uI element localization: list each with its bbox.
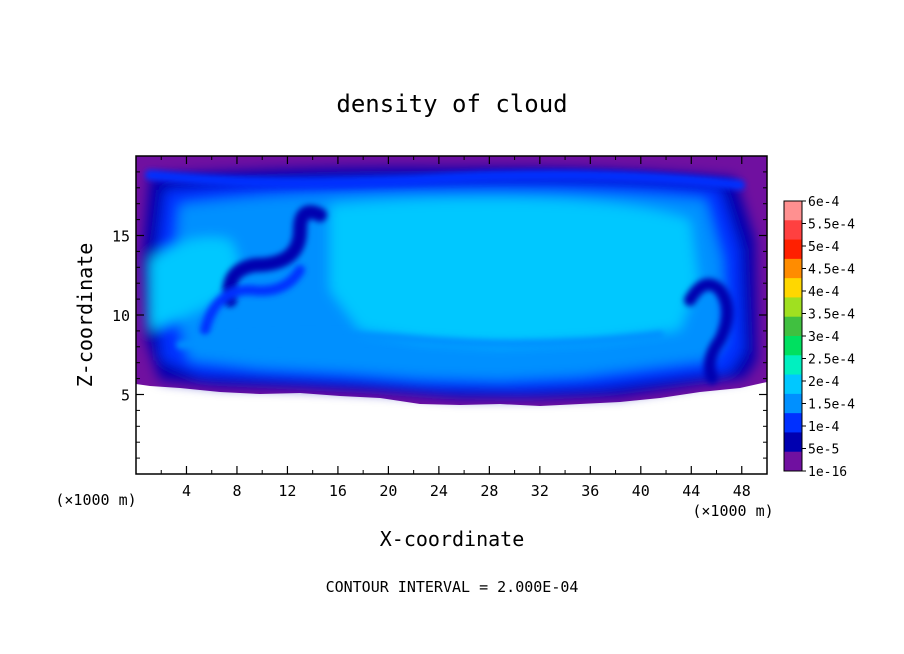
x-tick-label: 8 xyxy=(232,482,241,500)
x-tick-label: 40 xyxy=(632,482,650,500)
colorbar-swatch xyxy=(784,258,802,279)
colorbar-label: 5.5e-4 xyxy=(808,218,855,233)
y-axis-label: Z-coordinate xyxy=(73,243,97,388)
x-tick-label: 4 xyxy=(182,482,191,500)
x-tick-label: 32 xyxy=(531,482,549,500)
colorbar-label: 5e-4 xyxy=(808,240,839,255)
cloud-top-band xyxy=(145,170,745,190)
colorbar-swatch xyxy=(784,278,802,298)
colorbar-swatch xyxy=(784,432,802,453)
cloud-layer-high-left xyxy=(150,237,238,330)
colorbar-label: 5e-5 xyxy=(808,443,839,458)
cloud-layer-high xyxy=(330,198,698,345)
colorbar-label: 4e-4 xyxy=(808,285,839,300)
colorbar-label: 1e-4 xyxy=(808,420,839,435)
x-unit-label-right: (×1000 m) xyxy=(692,502,773,520)
contour-field xyxy=(136,156,767,474)
x-axis-label: X-coordinate xyxy=(380,527,525,551)
x-tick-label: 44 xyxy=(682,482,700,500)
colorbar-label: 1e-16 xyxy=(808,465,847,480)
colorbar-label: 2e-4 xyxy=(808,375,839,390)
y-tick-label: 10 xyxy=(112,307,130,325)
colorbar-label: 3e-4 xyxy=(808,330,839,345)
y-axis: 5 10 15 xyxy=(112,171,767,459)
y-tick-label: 15 xyxy=(112,228,130,246)
cloud-turbulence-right xyxy=(684,278,734,384)
x-tick-label: 48 xyxy=(733,482,751,500)
x-tick-label: 28 xyxy=(480,482,498,500)
chart-title: density of cloud xyxy=(336,90,567,118)
colorbar-label: 4.5e-4 xyxy=(808,263,855,278)
contour-interval-note: CONTOUR INTERVAL = 2.000E-04 xyxy=(326,578,579,596)
colorbar-label: 1.5e-4 xyxy=(808,398,855,413)
colorbar-swatch xyxy=(784,336,802,356)
x-tick-label: 36 xyxy=(581,482,599,500)
x-axis: 4 8 12 16 20 24 28 32 36 40 44 48 xyxy=(160,156,751,500)
colorbar-swatch xyxy=(784,413,802,433)
x-tick-label: 12 xyxy=(278,482,296,500)
colorbar-swatch xyxy=(784,239,802,260)
colorbar-swatch xyxy=(784,374,802,395)
x-unit-label-left: (×1000 m) xyxy=(55,491,136,509)
colorbar-swatch xyxy=(784,220,802,241)
cloud-lower-band xyxy=(176,331,664,349)
colorbar-label: 2.5e-4 xyxy=(808,353,855,368)
colorbar-swatch xyxy=(784,297,802,318)
cloud-swirl xyxy=(222,205,327,307)
y-tick-label: 5 xyxy=(121,387,130,405)
colorbar-swatch xyxy=(784,355,802,376)
colorbar-swatch xyxy=(784,201,802,221)
cloud-swirl-edge xyxy=(200,265,305,335)
x-tick-label: 20 xyxy=(379,482,397,500)
colorbar-label: 3.5e-4 xyxy=(808,308,855,323)
colorbar-swatch xyxy=(784,451,802,472)
colorbar: 6e-4 5.5e-4 5e-4 4.5e-4 4e-4 3.5e-4 3e-4 2.5e-4… xyxy=(783,195,855,480)
colorbar-swatch xyxy=(784,393,802,414)
colorbar-swatch xyxy=(784,316,802,337)
x-tick-label: 24 xyxy=(430,482,448,500)
colorbar-label: 6e-4 xyxy=(808,195,839,210)
x-tick-label: 16 xyxy=(329,482,347,500)
